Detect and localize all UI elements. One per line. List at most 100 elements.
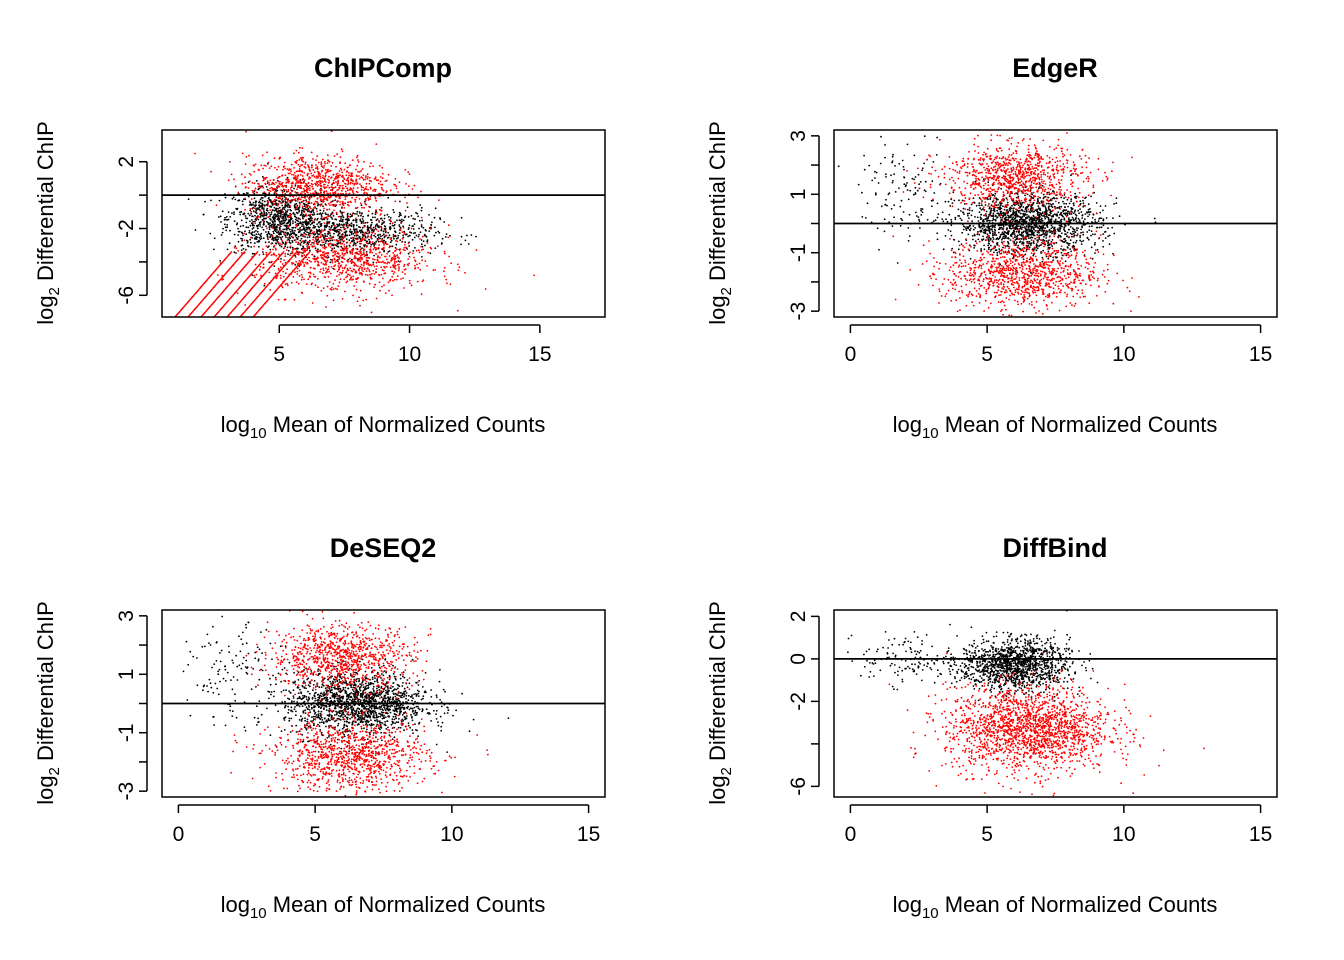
data-point [274,220,276,223]
data-point [269,219,272,221]
data-point [397,260,400,262]
data-point [1024,194,1026,197]
data-point [252,226,255,229]
data-point [374,213,377,216]
data-point [314,225,317,228]
data-point [408,245,410,247]
data-point [390,239,393,242]
data-point [341,237,343,240]
data-point [315,231,318,234]
data-point [310,151,313,154]
data-point [408,173,411,176]
data-point [327,240,330,243]
data-point [335,165,337,168]
data-point [295,202,298,205]
data-point [350,225,353,228]
data-point [460,216,463,219]
data-point [1077,227,1079,230]
data-point [990,248,993,251]
points-layer [837,132,1157,317]
data-point [253,182,256,185]
data-point [283,161,286,164]
data-point [248,231,251,234]
data-point [331,162,334,164]
data-point [1038,245,1040,248]
data-point [419,231,422,234]
data-point [277,269,280,271]
data-point [1041,220,1044,222]
data-point [268,226,271,229]
data-point [222,227,225,230]
data-point [374,176,377,179]
data-point [351,213,354,216]
data-point [331,212,334,215]
data-point [253,242,256,245]
data-point [308,198,311,201]
data-point [1078,212,1080,215]
data-point [1082,202,1085,205]
data-point [1027,237,1030,240]
data-point [328,186,331,189]
data-point [288,224,291,227]
data-point [1075,214,1078,217]
data-point [376,258,379,261]
data-point [1090,246,1093,249]
data-point [387,231,390,234]
data-point [271,234,274,237]
data-point [1096,248,1099,251]
data-point [340,229,343,232]
data-point [300,291,303,294]
data-point [424,260,427,262]
data-point [295,241,297,244]
data-point [952,191,955,194]
data-point [422,279,425,281]
data-point [253,252,256,255]
data-point [398,263,400,266]
data-point [351,253,354,256]
data-point [269,251,272,253]
data-point [371,231,374,234]
data-point [249,224,252,227]
data-point [255,273,258,276]
data-point [971,220,973,223]
data-point [250,198,253,201]
data-point [1001,217,1004,219]
data-point [294,234,297,237]
data-point [300,182,303,185]
data-point [371,229,373,232]
data-point [446,282,448,285]
data-point [371,212,374,215]
data-point [374,283,377,286]
data-point [379,217,382,220]
data-point [271,260,273,263]
data-point [293,187,295,190]
data-point [1041,260,1044,263]
data-point [1090,234,1092,237]
data-point [266,207,269,210]
data-point [292,198,294,201]
data-point [276,228,278,231]
data-point [953,199,956,202]
data-point [993,195,996,197]
data-point [305,182,307,185]
data-point [1014,216,1017,219]
data-point [311,242,313,244]
data-point [363,281,365,283]
data-point [439,218,442,221]
data-point [223,223,226,226]
data-point [345,190,347,193]
data-point [361,206,363,209]
data-point [279,231,282,234]
data-point [950,234,953,237]
data-point [336,240,339,243]
data-point [467,243,470,245]
data-point [340,169,343,171]
data-point [343,267,346,270]
data-point [285,218,288,221]
data-point [291,240,294,242]
data-point [347,176,350,179]
data-point [316,210,318,213]
data-point [338,239,340,242]
data-point [289,245,292,248]
data-point [262,222,265,225]
